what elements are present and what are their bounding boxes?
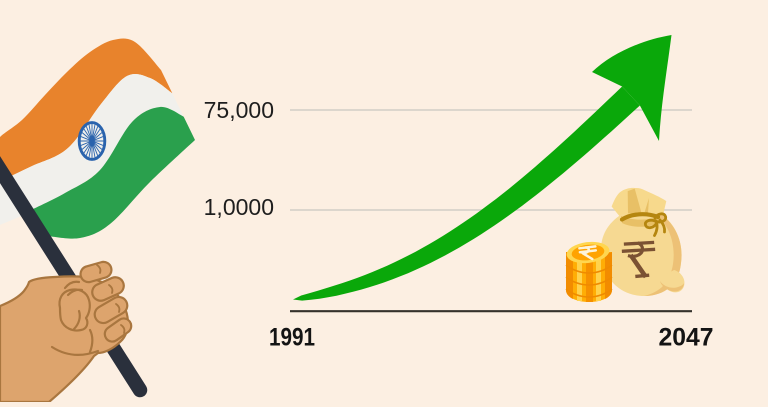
svg-text:1,0000: 1,0000 — [204, 194, 274, 220]
svg-text:2047: 2047 — [659, 324, 714, 352]
svg-text:1991: 1991 — [269, 324, 315, 352]
svg-text:75,000: 75,000 — [204, 97, 274, 123]
